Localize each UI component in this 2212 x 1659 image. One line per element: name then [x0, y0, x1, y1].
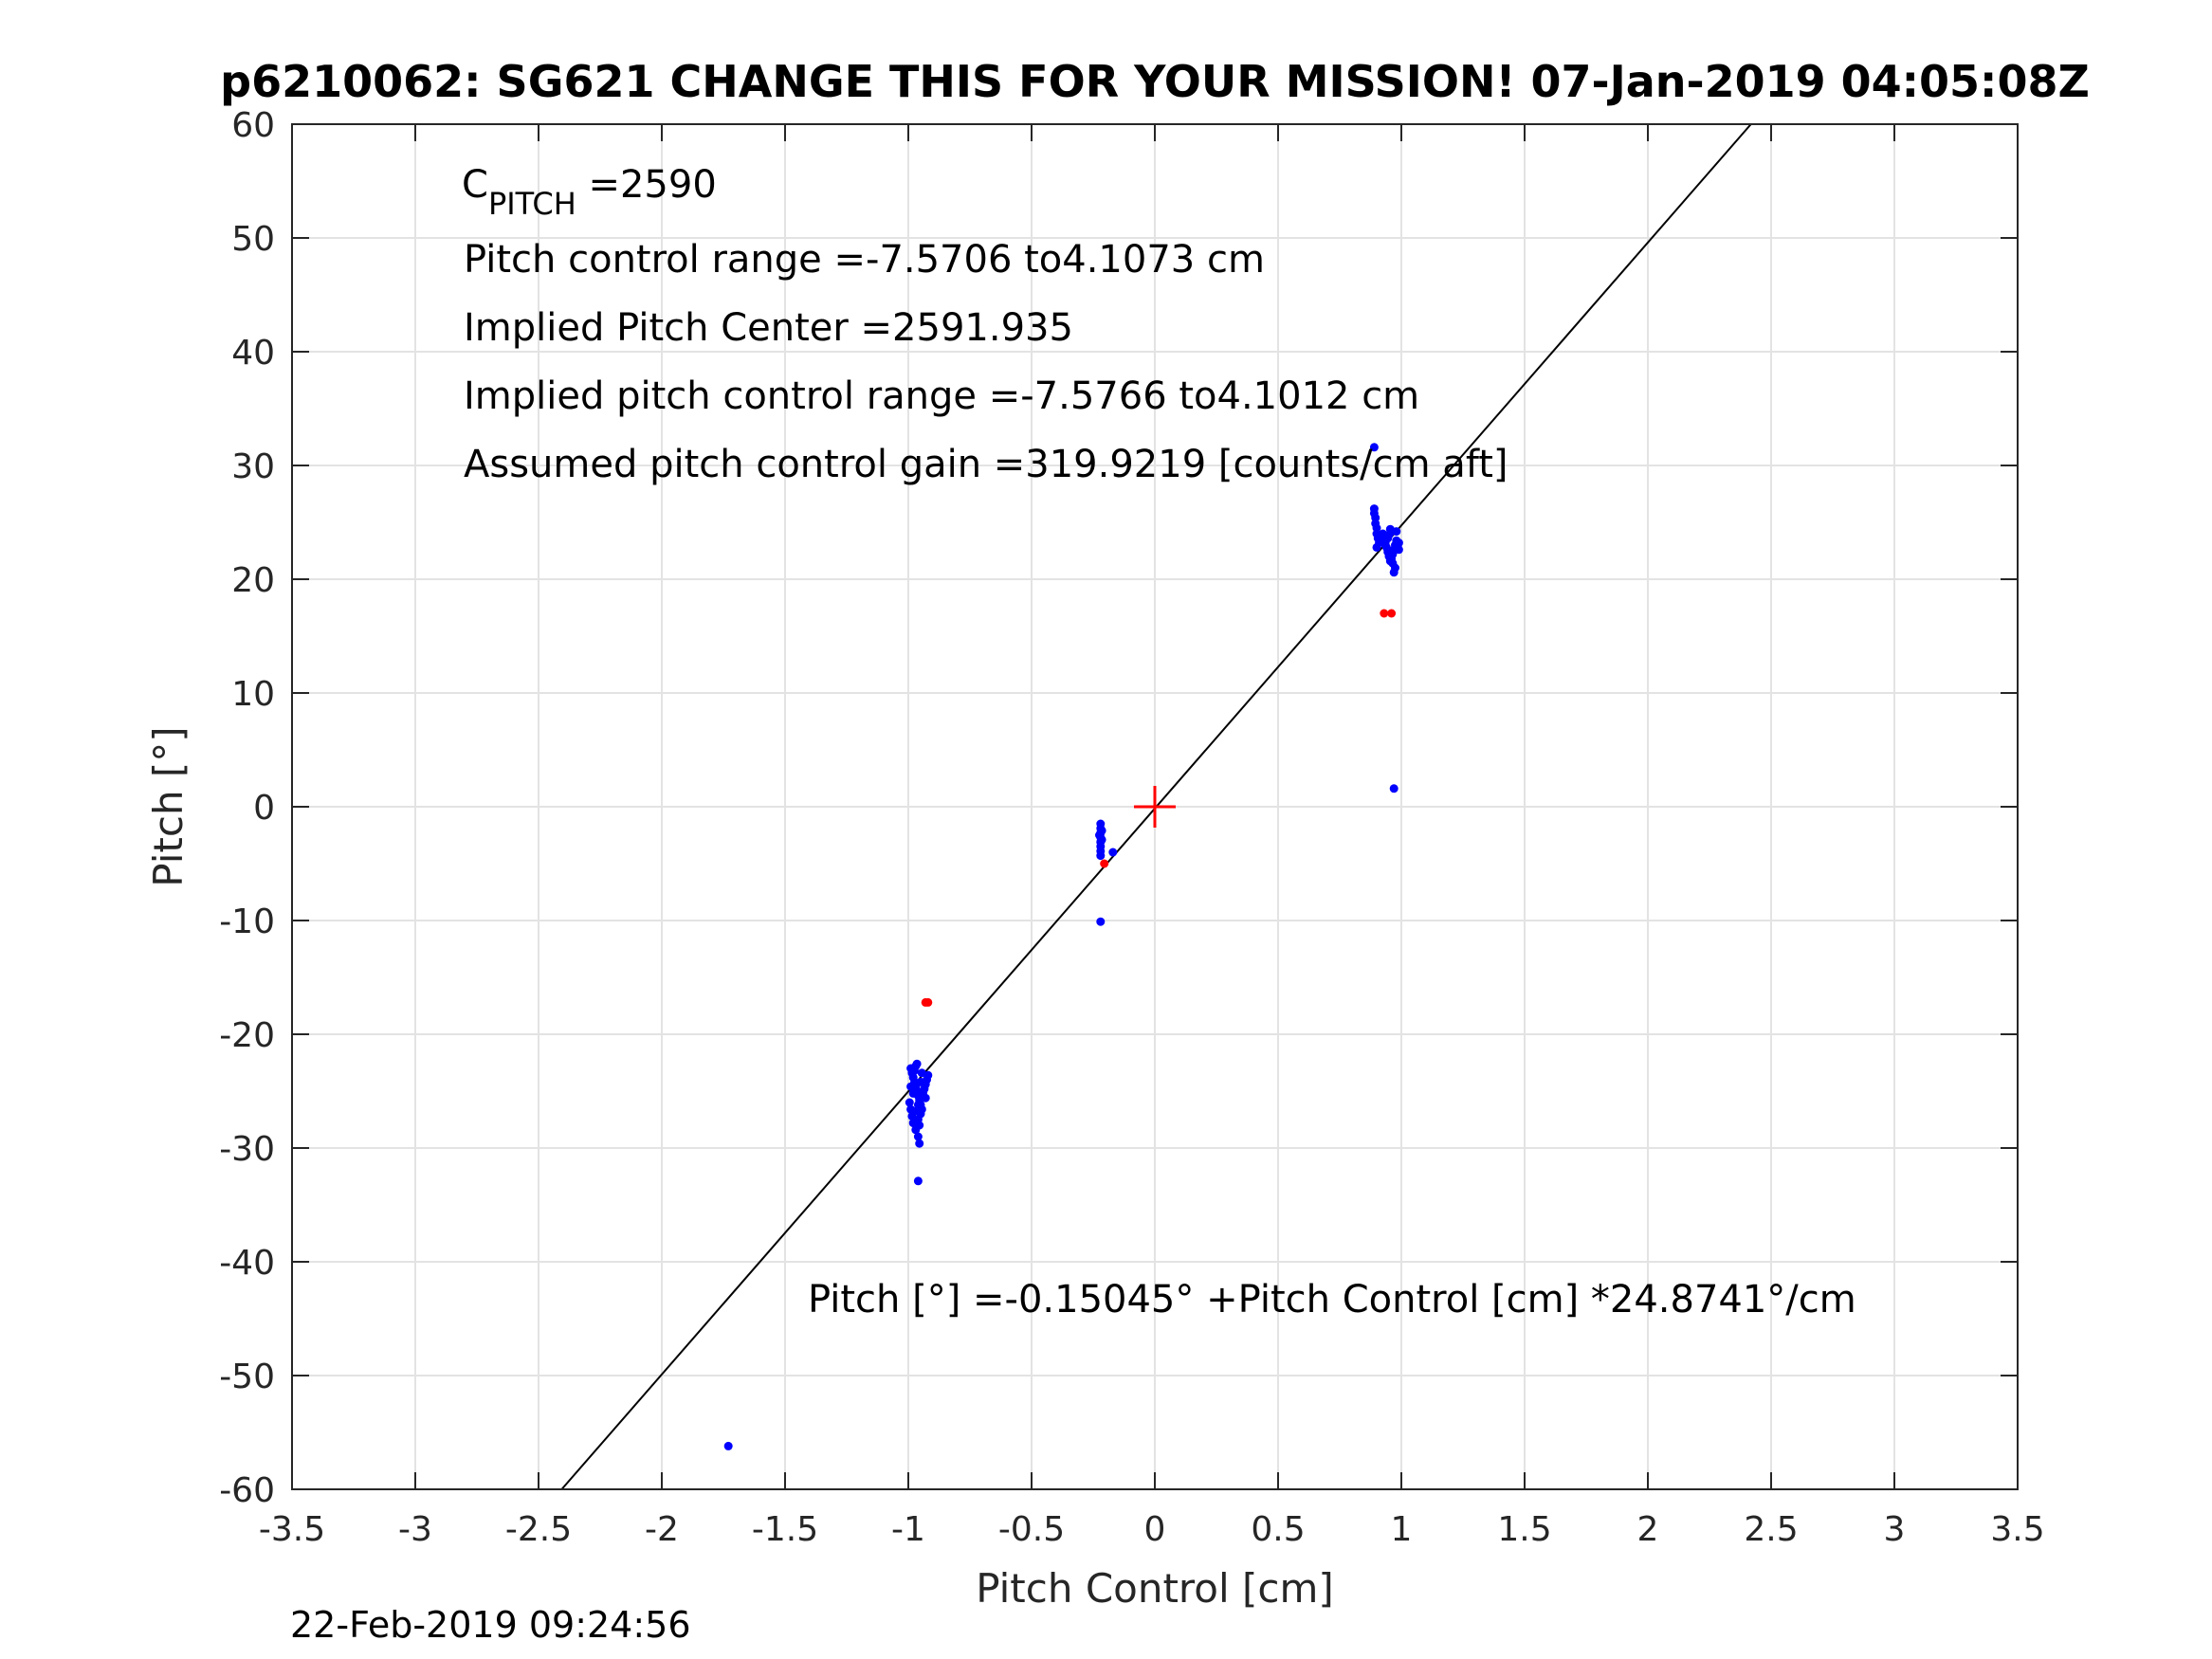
annotation-pitch-control-range: Pitch control range =-7.5706 to4.1073 cm: [464, 238, 1265, 282]
x-tick-label: 3: [1884, 1510, 1906, 1549]
x-tick-label: -1: [891, 1510, 925, 1549]
tick-marks: [291, 123, 2019, 1490]
data-point: [916, 1077, 925, 1086]
y-tick-label: 40: [231, 334, 275, 373]
y-tick-labels: -60 -50 -40 -30 -20 -10 0 10 20 30 40 50 60: [219, 106, 275, 1510]
bad-data-point: [923, 997, 933, 1007]
y-tick-label: -10: [219, 902, 275, 941]
data-point: [1096, 851, 1106, 861]
center-marker: [1134, 786, 1176, 828]
x-tick-label: -0.5: [998, 1510, 1065, 1549]
y-tick-label: -30: [219, 1130, 275, 1169]
annotation-implied-pitch-control-range: Implied pitch control range =-7.5766 to4…: [464, 374, 1419, 418]
annotation-c-pitch: CPITCH =2590: [462, 163, 717, 222]
x-tick-label: 0: [1144, 1510, 1166, 1549]
y-tick-label: 50: [231, 220, 275, 259]
bad-data-point: [1100, 859, 1109, 868]
data-point: [921, 1093, 930, 1103]
data-point: [1383, 534, 1393, 543]
annotation-assumed-gain: Assumed pitch control gain =319.9219 [co…: [464, 443, 1508, 486]
x-tick-label: 1.5: [1497, 1510, 1551, 1549]
x-tick-label: -3.5: [259, 1510, 325, 1549]
fit-equation-label: Pitch [°] =-0.15045° +Pitch Control [cm]…: [808, 1278, 1856, 1322]
x-tick-label: 2.5: [1744, 1510, 1798, 1549]
data-point: [1388, 558, 1398, 568]
annotation-c-pitch-value: =2590: [576, 163, 717, 207]
data-point: [913, 1132, 923, 1141]
x-tick-label: -2.5: [505, 1510, 572, 1549]
bad-data-point: [1380, 609, 1389, 618]
x-tick-label: 0.5: [1251, 1510, 1305, 1549]
data-point: [913, 1100, 923, 1109]
x-tick-label: -1.5: [752, 1510, 818, 1549]
bad-data-point: [1387, 609, 1397, 618]
y-tick-label: 0: [253, 789, 275, 828]
y-axis-label: Pitch [°]: [145, 726, 192, 886]
y-tick-label: -20: [219, 1016, 275, 1055]
x-tick-label: 3.5: [1990, 1510, 2044, 1549]
data-point: [723, 1441, 733, 1450]
data-point: [1372, 542, 1381, 552]
y-tick-label: -60: [219, 1471, 275, 1510]
y-tick-label: 30: [231, 447, 275, 486]
annotation-c-pitch-main: C: [462, 163, 488, 207]
y-tick-label: 20: [231, 561, 275, 600]
data-point: [1095, 830, 1104, 840]
chart-title: p6210062: SG621 CHANGE THIS FOR YOUR MIS…: [220, 56, 2090, 107]
footer-timestamp: 22-Feb-2019 09:24:56: [290, 1604, 691, 1646]
y-tick-label: 10: [231, 675, 275, 714]
data-point: [906, 1082, 916, 1091]
x-tick-label: -3: [398, 1510, 432, 1549]
x-tick-label: 1: [1391, 1510, 1413, 1549]
data-point: [915, 1139, 924, 1148]
y-tick-label: 60: [231, 106, 275, 145]
data-point: [917, 1068, 926, 1078]
data-point: [912, 1059, 922, 1068]
x-tick-label: 2: [1637, 1510, 1659, 1549]
annotation-implied-pitch-center: Implied Pitch Center =2591.935: [464, 306, 1073, 350]
data-point: [1392, 527, 1401, 537]
y-tick-label: -50: [219, 1358, 275, 1396]
data-point: [910, 1066, 919, 1075]
data-point: [905, 1098, 914, 1107]
x-tick-label: -2: [645, 1510, 679, 1549]
data-point: [1096, 917, 1106, 926]
data-point: [908, 1088, 918, 1098]
annotation-c-pitch-subscript: PITCH: [488, 186, 576, 222]
data-point: [915, 1121, 924, 1130]
data-point: [1108, 848, 1118, 857]
x-tick-labels: -3.5 -3 -2.5 -2 -1.5 -1 -0.5 0 0.5 1 1.5 2 2.5 3 3.5: [259, 1510, 2045, 1549]
data-point: [1380, 540, 1390, 550]
data-points: [723, 443, 1403, 1450]
y-tick-label: -40: [219, 1244, 275, 1283]
data-point: [1389, 784, 1398, 793]
data-point: [1389, 568, 1398, 577]
data-point: [913, 1176, 923, 1186]
x-axis-label: Pitch Control [cm]: [976, 1565, 1334, 1612]
data-point: [1394, 538, 1403, 548]
data-point: [1369, 443, 1379, 452]
data-point: [916, 1109, 925, 1119]
